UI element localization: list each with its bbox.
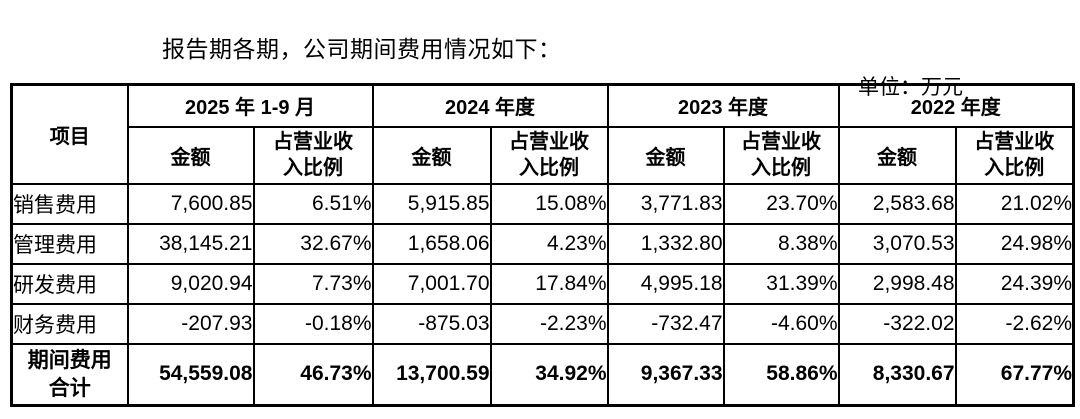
amount-header: 金额 [837, 125, 957, 185]
ratio-cell: 21.02% [954, 182, 1075, 225]
table-row-sales-expense: 销售费用 7,600.85 6.51% 5,915.85 15.08% 3,77… [10, 182, 1075, 225]
ratio-cell: 34.92% [489, 342, 609, 407]
ratio-cell: 23.70% [722, 182, 840, 225]
amount-cell: -322.02 [837, 302, 957, 345]
header-row-periods: 项目 2025 年 1-9 月 2024 年度 2023 年度 2022 年度 [10, 83, 1075, 185]
table-row-rd-expense: 研发费用 9,020.94 7.73% 7,001.70 17.84% 4,99… [10, 262, 1075, 305]
ratio-cell: -2.62% [954, 302, 1075, 345]
amount-cell: 3,771.83 [606, 182, 725, 225]
period-header-2024: 2024 年度 [371, 83, 609, 128]
amount-cell: -875.03 [371, 302, 492, 345]
amount-cell: 7,600.85 [126, 182, 255, 225]
amount-cell: 9,020.94 [126, 262, 255, 305]
revenue-ratio-header: 占营业收 入比例 [722, 125, 840, 185]
row-label: 销售费用 [10, 182, 129, 225]
period-header-2025: 2025 年 1-9 月 [126, 83, 374, 128]
table-row-admin-expense: 管理费用 38,145.21 32.67% 1,658.06 4.23% 1,3… [10, 222, 1075, 265]
amount-cell: 8,330.67 [837, 342, 957, 407]
row-label: 管理费用 [10, 222, 129, 265]
amount-cell: -207.93 [126, 302, 255, 345]
intro-paragraph: 报告期各期，公司期间费用情况如下： [162, 37, 562, 62]
total-row-label: 期间费用 合计 [10, 342, 129, 407]
row-label: 财务费用 [10, 302, 129, 345]
amount-cell: 38,145.21 [126, 222, 255, 265]
amount-cell: 7,001.70 [371, 262, 492, 305]
ratio-cell: 6.51% [252, 182, 374, 225]
ratio-cell: 17.84% [489, 262, 609, 305]
period-header-2022: 2022 年度 [837, 83, 1075, 128]
ratio-cell: -4.60% [722, 302, 840, 345]
revenue-ratio-header: 占营业收 入比例 [252, 125, 374, 185]
ratio-cell: 32.67% [252, 222, 374, 265]
ratio-cell: 7.73% [252, 262, 374, 305]
amount-cell: 9,367.33 [606, 342, 725, 407]
amount-cell: 5,915.85 [371, 182, 492, 225]
revenue-ratio-header: 占营业收 入比例 [489, 125, 609, 185]
ratio-cell: 24.39% [954, 262, 1075, 305]
amount-cell: 3,070.53 [837, 222, 957, 265]
amount-cell: 4,995.18 [606, 262, 725, 305]
amount-header: 金额 [371, 125, 492, 185]
table-row-finance-expense: 财务费用 -207.93 -0.18% -875.03 -2.23% -732.… [10, 302, 1075, 345]
table-row-total: 期间费用 合计 54,559.08 46.73% 13,700.59 34.92… [10, 342, 1075, 407]
ratio-cell: 58.86% [722, 342, 840, 407]
amount-cell: 13,700.59 [371, 342, 492, 407]
amount-cell: 1,658.06 [371, 222, 492, 265]
header-row-subcolumns: 金额 占营业收 入比例 金额 占营业收 入比例 金额 占营业收 入比例 金额 占… [12, 125, 1075, 185]
ratio-cell: -0.18% [252, 302, 374, 345]
ratio-cell: 8.38% [722, 222, 840, 265]
amount-header: 金额 [606, 125, 725, 185]
corner-header-item: 项目 [10, 83, 129, 185]
ratio-cell: 46.73% [252, 342, 374, 407]
amount-cell: 2,998.48 [837, 262, 957, 305]
ratio-cell: 4.23% [489, 222, 609, 265]
ratio-cell: -2.23% [489, 302, 609, 345]
amount-cell: 54,559.08 [126, 342, 255, 407]
row-label: 研发费用 [10, 262, 129, 305]
amount-cell: 2,583.68 [837, 182, 957, 225]
period-header-2023: 2023 年度 [606, 83, 840, 128]
ratio-cell: 31.39% [722, 262, 840, 305]
ratio-cell: 67.77% [954, 342, 1075, 407]
period-expenses-table: 项目 2025 年 1-9 月 2024 年度 2023 年度 2022 年度 … [10, 83, 1076, 407]
revenue-ratio-header: 占营业收 入比例 [954, 125, 1075, 185]
amount-header: 金额 [126, 125, 255, 185]
amount-cell: 1,332.80 [606, 222, 725, 265]
amount-cell: -732.47 [606, 302, 725, 345]
ratio-cell: 15.08% [489, 182, 609, 225]
ratio-cell: 24.98% [954, 222, 1075, 265]
